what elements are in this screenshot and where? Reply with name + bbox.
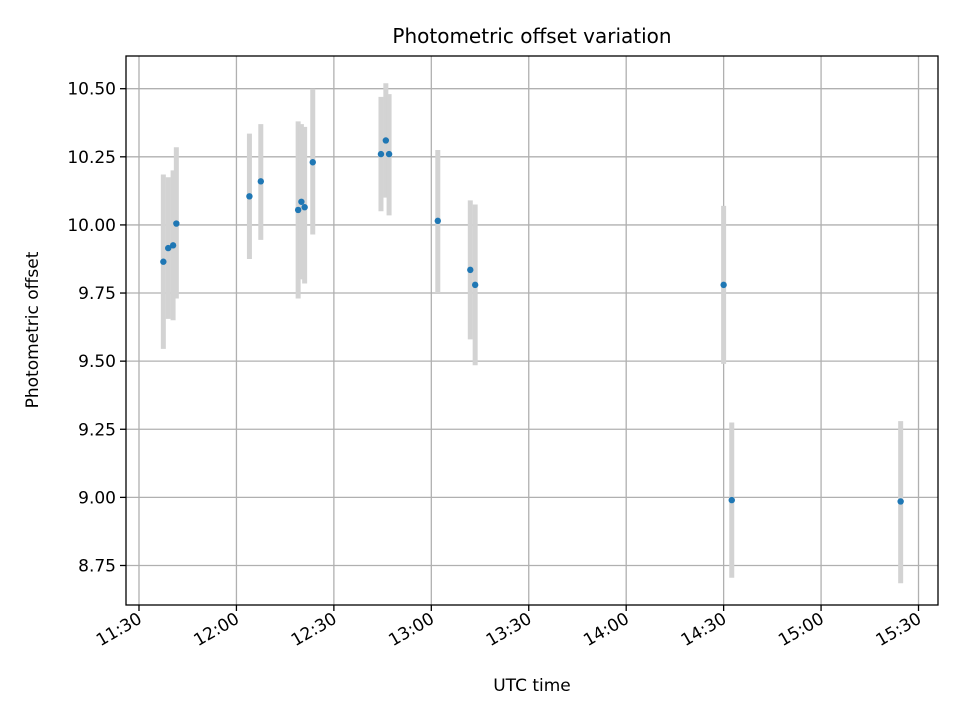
data-point — [720, 281, 727, 289]
data-point — [301, 204, 308, 211]
y-tick-label: 10.50 — [67, 80, 116, 100]
data-point — [385, 150, 393, 158]
y-tick-label: 10.25 — [67, 148, 116, 168]
y-tick-label: 8.75 — [78, 556, 116, 576]
data-point — [246, 193, 253, 200]
data-point — [169, 242, 177, 249]
data-point — [309, 159, 316, 166]
y-axis-label: Photometric offset — [23, 251, 43, 408]
data-point — [257, 178, 264, 185]
chart-title: Photometric offset variation — [392, 24, 671, 48]
y-tick-label: 9.25 — [78, 420, 116, 440]
plot-area-frame — [125, 55, 939, 606]
data-point — [897, 498, 904, 505]
data-point — [298, 198, 305, 205]
data-point — [173, 220, 180, 227]
data-point — [294, 206, 302, 214]
grid — [126, 56, 938, 605]
data-point — [160, 258, 167, 265]
data-point — [467, 266, 474, 274]
data-point — [434, 217, 442, 225]
data-point — [165, 244, 172, 252]
data-point — [377, 150, 385, 158]
data-point — [471, 281, 479, 289]
data-point — [382, 137, 390, 144]
y-tick-label: 9.00 — [78, 488, 116, 508]
y-tick-label: 9.75 — [78, 284, 116, 304]
x-axis-label: UTC time — [493, 676, 571, 696]
y-axis-ticks: 8.75 9.00 9.25 9.50 9.75 10.00 10.25 10.50 — [67, 80, 126, 576]
data-point — [728, 496, 735, 504]
y-tick-label: 9.50 — [78, 352, 116, 372]
y-tick-label: 10.00 — [67, 216, 116, 236]
data-points — [160, 137, 904, 505]
